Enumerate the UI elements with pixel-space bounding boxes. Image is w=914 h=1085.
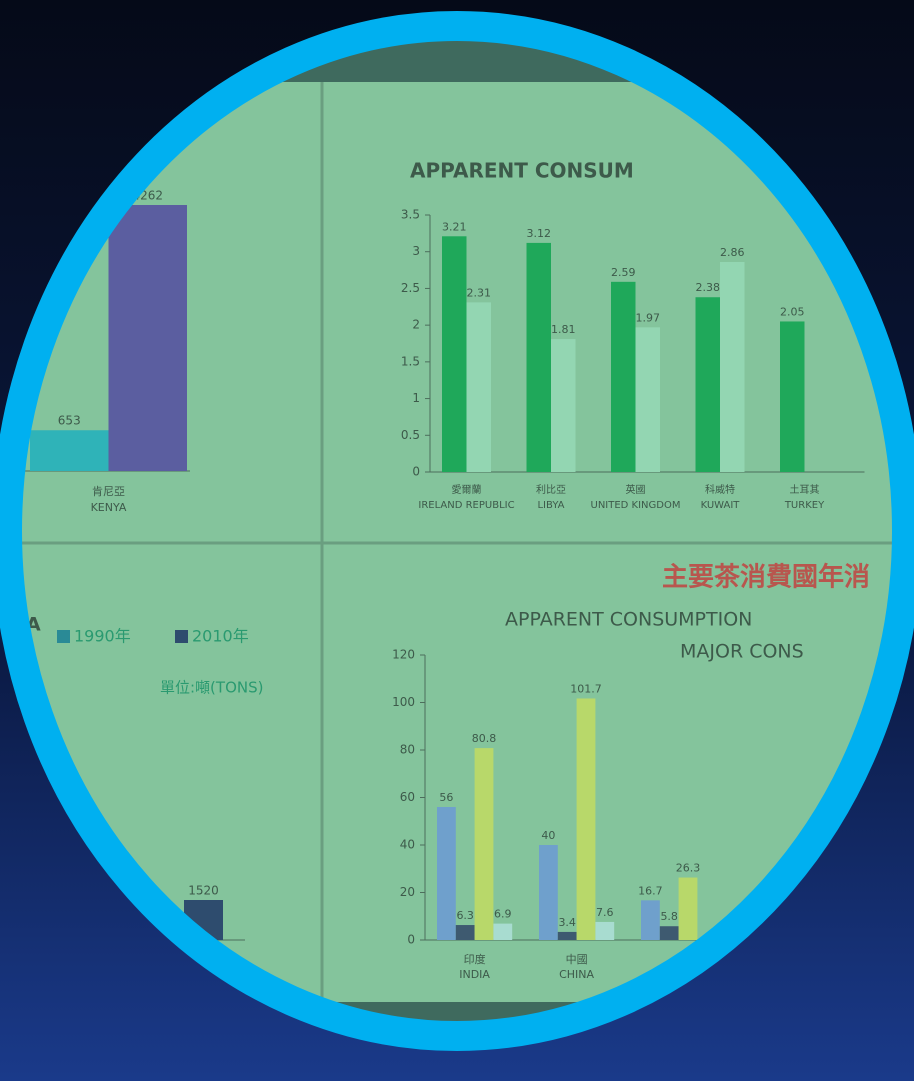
y-tick-label: 120 <box>392 648 415 662</box>
bar <box>526 242 551 472</box>
data-label: 2.31 <box>467 286 492 299</box>
bar <box>611 281 636 472</box>
data-label: 2.86 <box>720 246 745 259</box>
x-tick-label-en: CHINA <box>559 968 594 981</box>
bar <box>437 807 456 940</box>
y-tick-label: 1.5 <box>401 354 420 368</box>
y-tick-label: 0 <box>407 933 415 947</box>
y-tick-label: 2.5 <box>401 281 420 295</box>
chart-subtitle: APPARENT CONSUMPTION <box>505 609 752 631</box>
data-label: 2.38 <box>696 281 721 294</box>
bar <box>780 321 805 472</box>
y-tick-label: 1 <box>412 391 420 405</box>
data-label: 1.81 <box>551 323 576 336</box>
data-label: 6.9 <box>494 908 512 921</box>
x-tick-label: 愛爾蘭 <box>452 483 482 496</box>
y-tick-label: 100 <box>392 695 415 709</box>
data-label: 653 <box>58 414 81 428</box>
data-label: 26.3 <box>676 862 701 875</box>
bar <box>695 297 720 472</box>
legend-swatch <box>175 630 188 643</box>
bar <box>551 339 576 472</box>
x-tick-label: 肯尼亞 <box>92 485 125 498</box>
y-tick-label: 60 <box>400 790 415 804</box>
data-label: 3.4 <box>558 916 576 929</box>
x-tick-label: 土耳其 <box>790 483 820 496</box>
bar <box>678 877 698 940</box>
x-tick-label-en: LIBYA <box>537 500 564 511</box>
x-tick-label-en: UNITED KINGDOM <box>591 500 681 511</box>
legend-label: 2010年 <box>192 627 249 646</box>
x-tick-label: 英國 <box>626 483 646 496</box>
y-tick-label: 20 <box>400 885 415 899</box>
x-tick-label: 印度 <box>464 952 486 966</box>
bar <box>659 926 679 940</box>
ring <box>0 11 914 1051</box>
legend-label: 1990年 <box>74 627 131 646</box>
data-label: 16.7 <box>638 884 663 897</box>
data-label: 5.8 <box>660 910 678 923</box>
x-tick-label-en: KUWAIT <box>701 500 741 511</box>
bar <box>539 845 558 940</box>
x-tick-label-en: IRELAND REPUBLIC <box>418 500 514 511</box>
data-label: 80.8 <box>472 732 497 745</box>
x-tick-label-en: INDIA <box>459 968 490 981</box>
bar <box>557 931 577 940</box>
y-tick-label: 40 <box>400 838 415 852</box>
chart-title: 主要茶消費國年消 <box>662 562 870 593</box>
data-label: 2.05 <box>780 305 805 318</box>
bar <box>720 261 745 472</box>
bar <box>30 430 109 471</box>
x-tick-label-en: KENYA <box>91 501 127 514</box>
bar <box>442 236 467 472</box>
y-tick-label: 0.5 <box>401 428 420 442</box>
data-label: 3.12 <box>527 227 552 240</box>
data-label: 2.59 <box>611 266 636 279</box>
bar <box>576 698 596 940</box>
y-tick-label: 3.5 <box>401 208 420 222</box>
data-label: 40 <box>541 829 555 842</box>
bar <box>635 327 660 472</box>
x-tick-label: 科威特 <box>705 483 735 496</box>
x-tick-label-en: TURKEY <box>784 500 825 511</box>
x-tick-label: 利比亞 <box>536 484 566 496</box>
chart-subtitle: MAJOR CONS <box>680 641 804 663</box>
data-label: 1.97 <box>636 311 661 324</box>
y-tick-label: 80 <box>400 743 415 757</box>
bar <box>108 205 187 471</box>
bar <box>455 925 475 940</box>
chart-title: APPARENT CONSUM <box>410 159 634 183</box>
y-tick-label: 0 <box>412 465 420 479</box>
data-label: 56 <box>439 791 453 804</box>
x-tick-label: 中國 <box>566 953 588 966</box>
bar <box>595 921 615 940</box>
bar <box>641 900 660 940</box>
y-tick-label: 3 <box>412 244 420 258</box>
bar <box>466 302 491 472</box>
data-label: 6.3 <box>456 909 474 922</box>
unit-note: 單位:噸(TONS) <box>160 679 263 697</box>
data-label: 101.7 <box>570 682 602 695</box>
data-label: 3.21 <box>442 220 467 233</box>
y-tick-label: 2 <box>412 318 420 332</box>
data-label: 7.6 <box>596 906 614 919</box>
bar <box>493 923 513 940</box>
legend-swatch <box>57 630 70 643</box>
data-label: 1520 <box>188 884 219 898</box>
bar <box>474 748 494 940</box>
